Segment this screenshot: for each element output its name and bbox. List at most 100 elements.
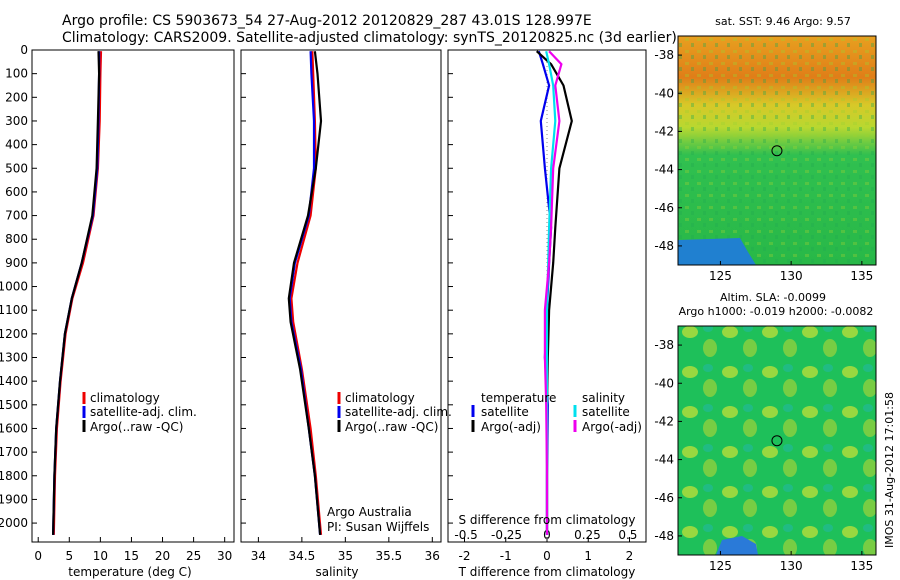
y-tick-label: 1800 <box>0 469 28 483</box>
temperature-x-ticks: 0 5 10 15 20 25 30 <box>34 537 232 563</box>
x-tick-label: 35.5 <box>375 549 402 563</box>
map-x-tick-label: 125 <box>709 559 732 573</box>
x-tick-label: 34.5 <box>289 549 316 563</box>
sst-map-cold-patch <box>678 238 756 265</box>
temperature-panel-frame <box>31 49 235 543</box>
legend-label-satellite: satellite-adj. clim. <box>345 405 452 419</box>
y-tick-label: 100 <box>5 67 28 81</box>
sla-map-frame <box>677 325 877 556</box>
map-y-tick-label: -46 <box>654 491 674 505</box>
series-line-difference-3 <box>543 50 563 535</box>
salinity-panel-frame <box>240 49 442 543</box>
map-y-tick-label: -48 <box>654 529 674 543</box>
difference-lines <box>535 50 573 542</box>
legend-label-climatology: climatology <box>345 391 415 405</box>
sst-map-y-ticks: -38 -40 -42 -44 -46 -48 <box>654 48 682 253</box>
y-tick-label: 1400 <box>0 374 28 388</box>
map-y-tick-label: -44 <box>654 163 674 177</box>
y-tick-label: 600 <box>5 185 28 199</box>
x-tick-label: 0 <box>543 549 551 563</box>
x-tick-label: -2 <box>459 549 471 563</box>
salinity-annotation-institution: Argo Australia <box>327 505 412 519</box>
y-tick-label: 1100 <box>0 303 28 317</box>
x-tick-label: 5 <box>65 549 73 563</box>
temperature-xlabel: temperature (deg C) <box>68 565 191 579</box>
map-y-tick-label: -44 <box>654 453 674 467</box>
legend-header-temperature: temperature <box>481 391 556 405</box>
salinity-x-ticks: 34 34.5 35 35.5 36 <box>251 537 440 563</box>
x-tick-label: -1 <box>500 549 512 563</box>
sst-map-frame <box>677 35 877 266</box>
legend-label-s-argo: Argo(-adj) <box>582 420 642 434</box>
y-tick-label: 1200 <box>0 327 28 341</box>
x-tick-label: 25 <box>186 549 201 563</box>
difference-legend: temperature salinity satellite Argo(-adj… <box>471 391 642 434</box>
map-y-tick-label: -48 <box>654 239 674 253</box>
top-tick-label: -0.5 <box>454 528 477 542</box>
legend-label-climatology: climatology <box>90 391 160 405</box>
map-x-tick-label: 130 <box>780 559 803 573</box>
map-x-tick-label: 135 <box>850 559 873 573</box>
map-y-tick-label: -42 <box>654 124 674 138</box>
map-y-tick-label: -38 <box>654 338 674 352</box>
temperature-legend: climatology satellite-adj. clim. Argo(..… <box>82 391 197 434</box>
top-tick-label: 0.25 <box>574 528 601 542</box>
sla-map-low-patch <box>716 536 758 555</box>
legend-label-t-argo: Argo(-adj) <box>481 420 541 434</box>
salinity-xlabel: salinity <box>315 565 358 579</box>
map-y-tick-label: -46 <box>654 201 674 215</box>
series-line-temperature-2 <box>52 51 101 535</box>
sla-map-x-ticks: 125 130 135 <box>709 551 873 573</box>
temperature-y-ticks: 0 100 200 300 400 500 600 700 800 900 1000 1100 1200… <box>0 43 453 530</box>
map-y-tick-label: -42 <box>654 414 674 428</box>
map-y-tick-label: -40 <box>654 376 674 390</box>
map-x-tick-label: 130 <box>780 269 803 283</box>
y-tick-label: 1600 <box>0 421 28 435</box>
x-tick-label: 1 <box>584 549 592 563</box>
map-x-tick-label: 125 <box>709 269 732 283</box>
y-tick-label: 1500 <box>0 398 28 412</box>
imos-timestamp: IMOS 31-Aug-2012 17:01:58 <box>883 392 896 548</box>
sst-map <box>677 35 877 266</box>
salinity-lines <box>287 51 323 535</box>
legend-label-satellite: satellite-adj. clim. <box>90 405 197 419</box>
sla-map-title: Altim. SLA: -0.0099 <box>720 291 826 304</box>
x-tick-label: 20 <box>155 549 170 563</box>
difference-x-ticks: -2 -1 0 1 2 <box>459 537 633 563</box>
salinity-annotation-pi: PI: Susan Wijffels <box>327 520 429 534</box>
legend-label-t-satellite: satellite <box>481 405 529 419</box>
top-tick-label: -0.25 <box>491 528 522 542</box>
x-tick-label: 15 <box>124 549 139 563</box>
y-tick-label: 200 <box>5 90 28 104</box>
sla-map-field <box>678 326 876 555</box>
y-tick-label: 800 <box>5 232 28 246</box>
x-tick-label: 10 <box>93 549 108 563</box>
y-tick-label: 400 <box>5 138 28 152</box>
sst-map-title: sat. SST: 9.46 Argo: 9.57 <box>715 15 851 28</box>
x-tick-label: 30 <box>217 549 232 563</box>
y-tick-label: 300 <box>5 114 28 128</box>
y-tick-label: 1000 <box>0 280 28 294</box>
y-tick-label: 700 <box>5 209 28 223</box>
sla-map-subtitle: Argo h1000: -0.019 h2000: -0.0082 <box>679 305 874 318</box>
figure-title-line2: Climatology: CARS2009. Satellite-adjuste… <box>62 30 677 46</box>
y-tick-label: 1700 <box>0 445 28 459</box>
legend-label-s-satellite: satellite <box>582 405 630 419</box>
difference-top-label: S difference from climatology <box>459 513 636 527</box>
difference-xlabel: T difference from climatology <box>458 565 636 579</box>
legend-header-salinity: salinity <box>582 391 625 405</box>
sla-argo-location-marker <box>771 435 783 447</box>
map-y-tick-label: -38 <box>654 48 674 62</box>
sla-map <box>677 325 877 556</box>
legend-label-argo: Argo(..raw -QC) <box>345 420 438 434</box>
x-tick-label: 0 <box>34 549 42 563</box>
y-tick-label: 1300 <box>0 351 28 365</box>
sst-map-texture <box>678 36 876 265</box>
sst-argo-location-marker <box>771 145 783 157</box>
y-tick-label: 0 <box>20 43 28 57</box>
x-tick-label: 36 <box>425 549 440 563</box>
sla-map-y-ticks: -38 -40 -42 -44 -46 -48 <box>654 338 682 543</box>
figure-title-line1: Argo profile: CS 5903673_54 27-Aug-2012 … <box>62 13 592 29</box>
top-tick-label: 0.5 <box>618 528 637 542</box>
